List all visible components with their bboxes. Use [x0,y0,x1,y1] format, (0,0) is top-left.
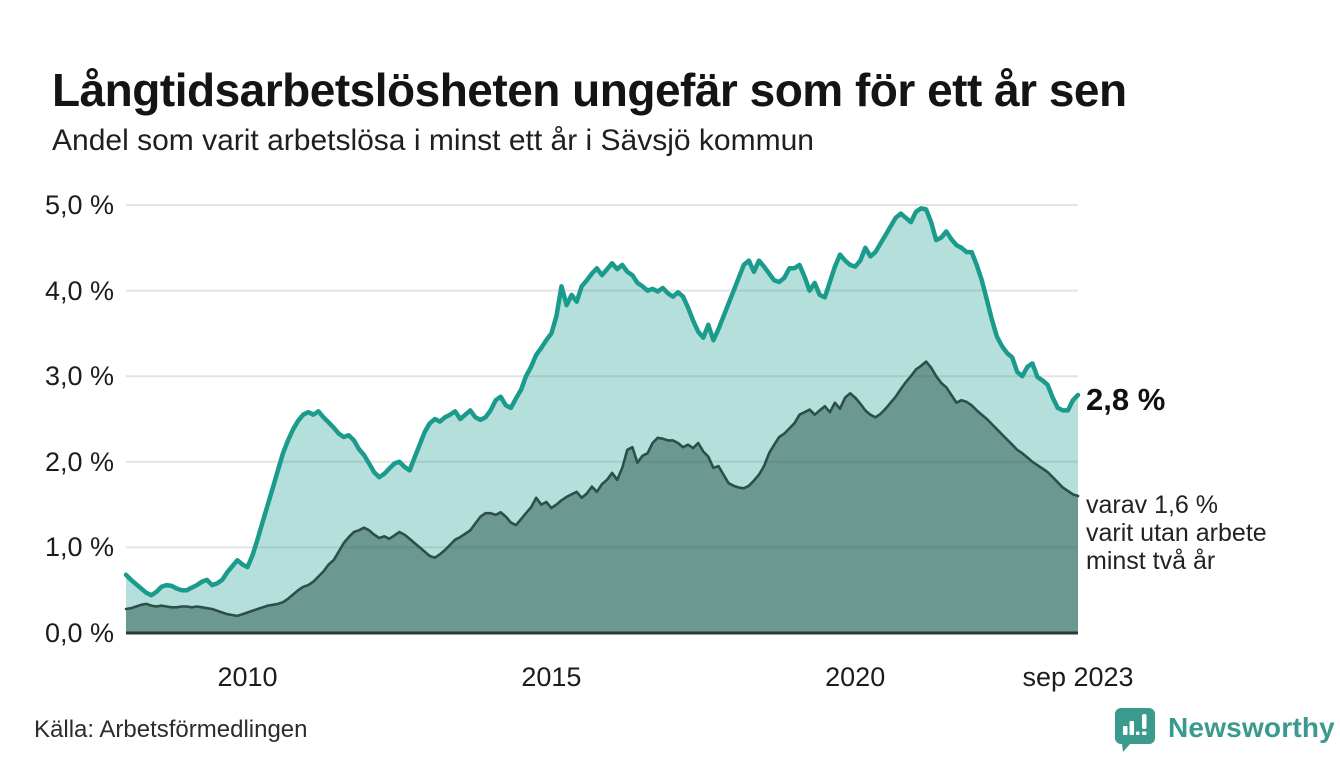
two-year-note-line: varit utan arbete [1086,519,1267,547]
x-tick-label-2015: 2015 [521,662,582,692]
source-caption: Källa: Arbetsförmedlingen [34,716,308,743]
two-year-note-line: minst två år [1086,547,1216,575]
area-fill-two-years [126,361,1078,633]
line-two-years [124,360,1080,618]
y-tick-label-2pct: 2,0 % [44,446,114,477]
x-tick-label-sep-2023: sep 2023 [1022,662,1134,692]
logo-exclamation-stem [1142,714,1147,729]
x-tick-label-2020: 2020 [825,662,886,692]
x-tick-label-2010: 2010 [217,662,278,692]
y-tick-label-0pct: 0,0 % [44,618,114,648]
y-tick-label-1pct: 1,0 % [44,532,114,563]
newsworthy-brand: Newsworthy [1112,704,1335,752]
logo-bar-small [1123,726,1128,735]
y-tick-label-4pct: 4,0 % [44,275,114,306]
two-year-note: varav 1,6 % varit utan arbete minst två … [1086,491,1267,575]
line-one-year [123,206,1081,598]
logo-dot [1136,731,1140,735]
logo-exclamation-dot [1142,731,1147,735]
y-tick-label-3pct: 3,0 % [44,361,114,392]
chart-subtitle: Andel som varit arbetslösa i minst ett å… [52,124,814,157]
latest-value-label: 2,8 % [1086,382,1166,417]
newsworthy-logo-icon [1115,708,1155,752]
two-year-note-line: varav 1,6 % [1086,491,1219,519]
newsworthy-wordmark: Newsworthy [1168,712,1335,743]
logo-bar-tall [1129,721,1134,735]
y-tick-label-5pct: 5,0 % [44,190,114,220]
page-title: Långtidsarbetslösheten ungefär som för e… [52,63,1127,116]
